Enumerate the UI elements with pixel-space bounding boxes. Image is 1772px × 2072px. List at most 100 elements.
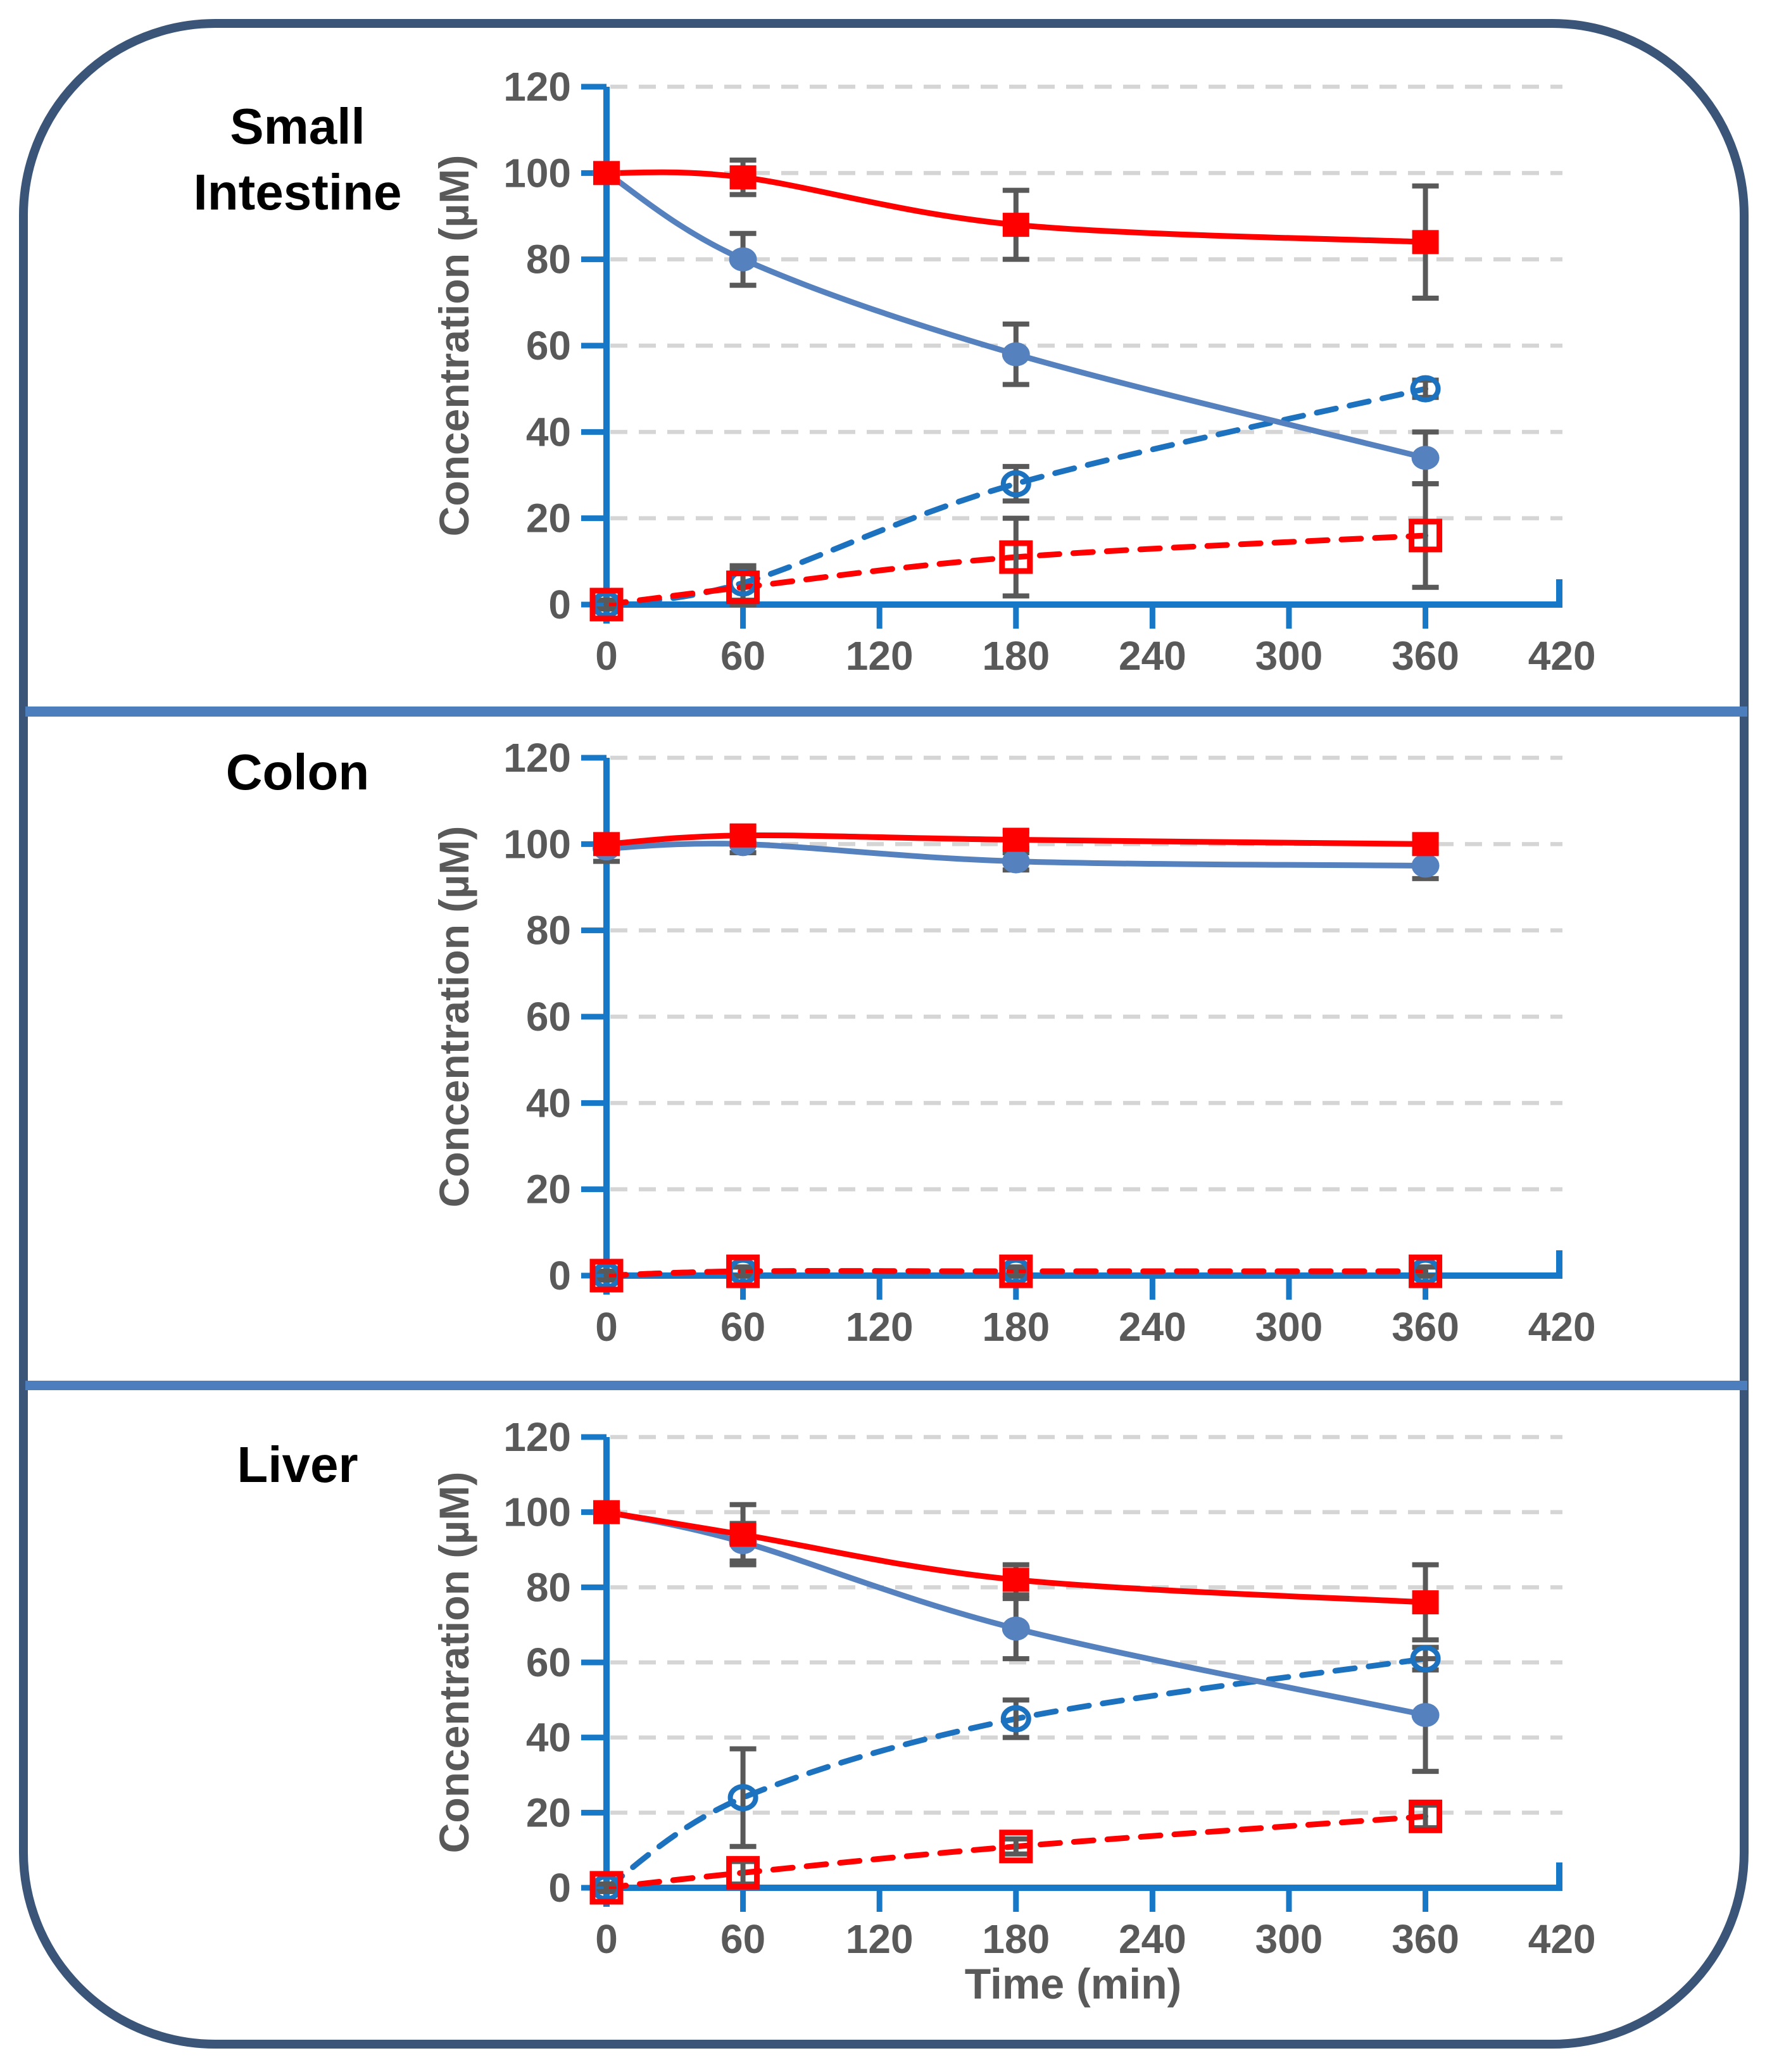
x-tick-label: 180: [982, 633, 1050, 679]
marker-open-circle: [1410, 375, 1441, 403]
panel-divider-1: [25, 706, 1747, 717]
marker-open-square: [1409, 1799, 1443, 1833]
x-tick-label: 360: [1392, 1916, 1459, 1962]
y-tick-label: 80: [526, 1564, 571, 1610]
marker-filled-square: [1002, 827, 1029, 852]
marker-open-square: [726, 1855, 760, 1890]
y-tick-label: 80: [526, 908, 571, 953]
y-tick-label: 100: [503, 821, 571, 867]
marker-filled-circle: [1411, 853, 1440, 878]
y-axis-title: Concentration (µM): [430, 826, 477, 1208]
x-tick-label: 60: [720, 1304, 765, 1350]
series-line-red-open-square-dashed: [603, 1813, 1429, 1891]
marker-open-square: [999, 1830, 1033, 1864]
x-tick-label: 0: [595, 633, 618, 679]
panel-title-small-intestine: Small Intestine: [193, 98, 402, 220]
x-tick-label: 180: [982, 1304, 1050, 1350]
marker-filled-square: [729, 1523, 757, 1547]
marker-open-square: [726, 570, 760, 605]
y-tick-label: 0: [548, 582, 571, 627]
marker-open-circle: [1000, 1705, 1031, 1733]
marker-open-square: [589, 587, 624, 622]
marker-filled-circle: [1002, 1616, 1030, 1641]
x-tick-label: 360: [1392, 1304, 1459, 1350]
x-tick-label: 300: [1255, 1304, 1323, 1350]
x-tick-label: 300: [1255, 1916, 1323, 1962]
marker-open-square: [1409, 1254, 1443, 1288]
marker-filled-square: [1412, 832, 1439, 857]
marker-filled-circle: [1002, 849, 1030, 874]
marker-filled-circle: [1411, 1703, 1440, 1728]
y-tick-label: 40: [526, 409, 571, 455]
marker-open-circle: [1000, 470, 1031, 498]
series-line-blue-open-circle-dashed: [603, 1655, 1429, 1891]
x-tick-label: 60: [720, 1916, 765, 1962]
marker-filled-circle: [729, 247, 757, 272]
y-tick-label: 20: [526, 1790, 571, 1835]
y-tick-label: 60: [526, 1640, 571, 1685]
x-tick-label: 60: [720, 633, 765, 679]
y-tick-label: 40: [526, 1715, 571, 1761]
y-tick-label: 0: [548, 1253, 571, 1298]
series-line-blue-filled-circle-solid: [603, 841, 1429, 869]
outer-rounded-border: [19, 19, 1749, 2049]
panel-divider-2: [25, 1381, 1747, 1390]
marker-filled-circle: [1411, 446, 1440, 470]
x-axis-title: Time (min): [965, 1960, 1182, 2008]
x-tick-label: 420: [1528, 1304, 1596, 1350]
marker-filled-square: [1412, 1590, 1439, 1615]
y-tick-label: 20: [526, 1167, 571, 1212]
marker-filled-square: [593, 1500, 620, 1524]
marker-open-circle: [727, 1784, 758, 1812]
marker-open-square: [726, 1254, 760, 1288]
x-tick-label: 240: [1119, 1916, 1186, 1962]
marker-open-square: [999, 1254, 1033, 1288]
y-tick-label: 120: [503, 1414, 571, 1460]
y-tick-label: 0: [548, 1865, 571, 1911]
marker-filled-square: [1412, 230, 1439, 254]
x-tick-label: 360: [1392, 633, 1459, 679]
chart-small-intestine: 0 20 40 60 80 100 120 0 60 120 180 240 300 360 420 Conc…: [430, 64, 1596, 679]
marker-filled-circle: [1002, 342, 1030, 367]
x-tick-label: 120: [846, 633, 914, 679]
marker-filled-square: [1002, 1567, 1029, 1592]
y-tick-label: 100: [503, 150, 571, 196]
marker-open-square: [589, 1259, 624, 1293]
y-tick-label: 80: [526, 237, 571, 282]
x-tick-label: 120: [846, 1304, 914, 1350]
x-tick-label: 120: [846, 1916, 914, 1962]
series-line-red-filled-square-solid: [603, 169, 1429, 245]
y-tick-label: 120: [503, 64, 571, 110]
marker-filled-square: [593, 832, 620, 857]
series-line-blue-filled-circle-solid: [603, 170, 1429, 461]
marker-open-square: [1409, 518, 1443, 553]
y-tick-label: 20: [526, 496, 571, 541]
x-tick-label: 420: [1528, 633, 1596, 679]
y-axis-title: Concentration (µM): [430, 1472, 477, 1854]
y-axis-title: Concentration (µM): [430, 155, 477, 537]
y-tick-label: 40: [526, 1080, 571, 1126]
series-line-red-open-square-dashed: [603, 532, 1429, 608]
y-tick-label: 60: [526, 323, 571, 368]
x-tick-label: 300: [1255, 633, 1323, 679]
x-tick-label: 240: [1119, 1304, 1186, 1350]
marker-open-square: [999, 540, 1033, 574]
x-tick-label: 180: [982, 1916, 1050, 1962]
x-tick-label: 240: [1119, 633, 1186, 679]
series-line-red-filled-square-solid: [603, 832, 1429, 847]
series-line-red-filled-square-solid: [603, 1509, 1429, 1605]
marker-open-circle: [1410, 1645, 1441, 1673]
marker-filled-square: [1002, 213, 1029, 237]
y-tick-label: 60: [526, 994, 571, 1039]
y-tick-label: 120: [503, 735, 571, 781]
panel-title-liver: Liver: [237, 1436, 358, 1493]
y-tick-label: 100: [503, 1490, 571, 1535]
series-line-red-open-square-dashed: [603, 1268, 1429, 1279]
chart-liver: 0 20 40 60 80 100 120 0 60 120 180 240 300 360 420 Conc…: [430, 1414, 1596, 2008]
marker-filled-square: [729, 823, 757, 848]
marker-open-square: [589, 1871, 624, 1905]
panel-title-colon: Colon: [225, 744, 370, 800]
marker-filled-square: [729, 165, 757, 190]
x-tick-label: 0: [595, 1304, 618, 1350]
